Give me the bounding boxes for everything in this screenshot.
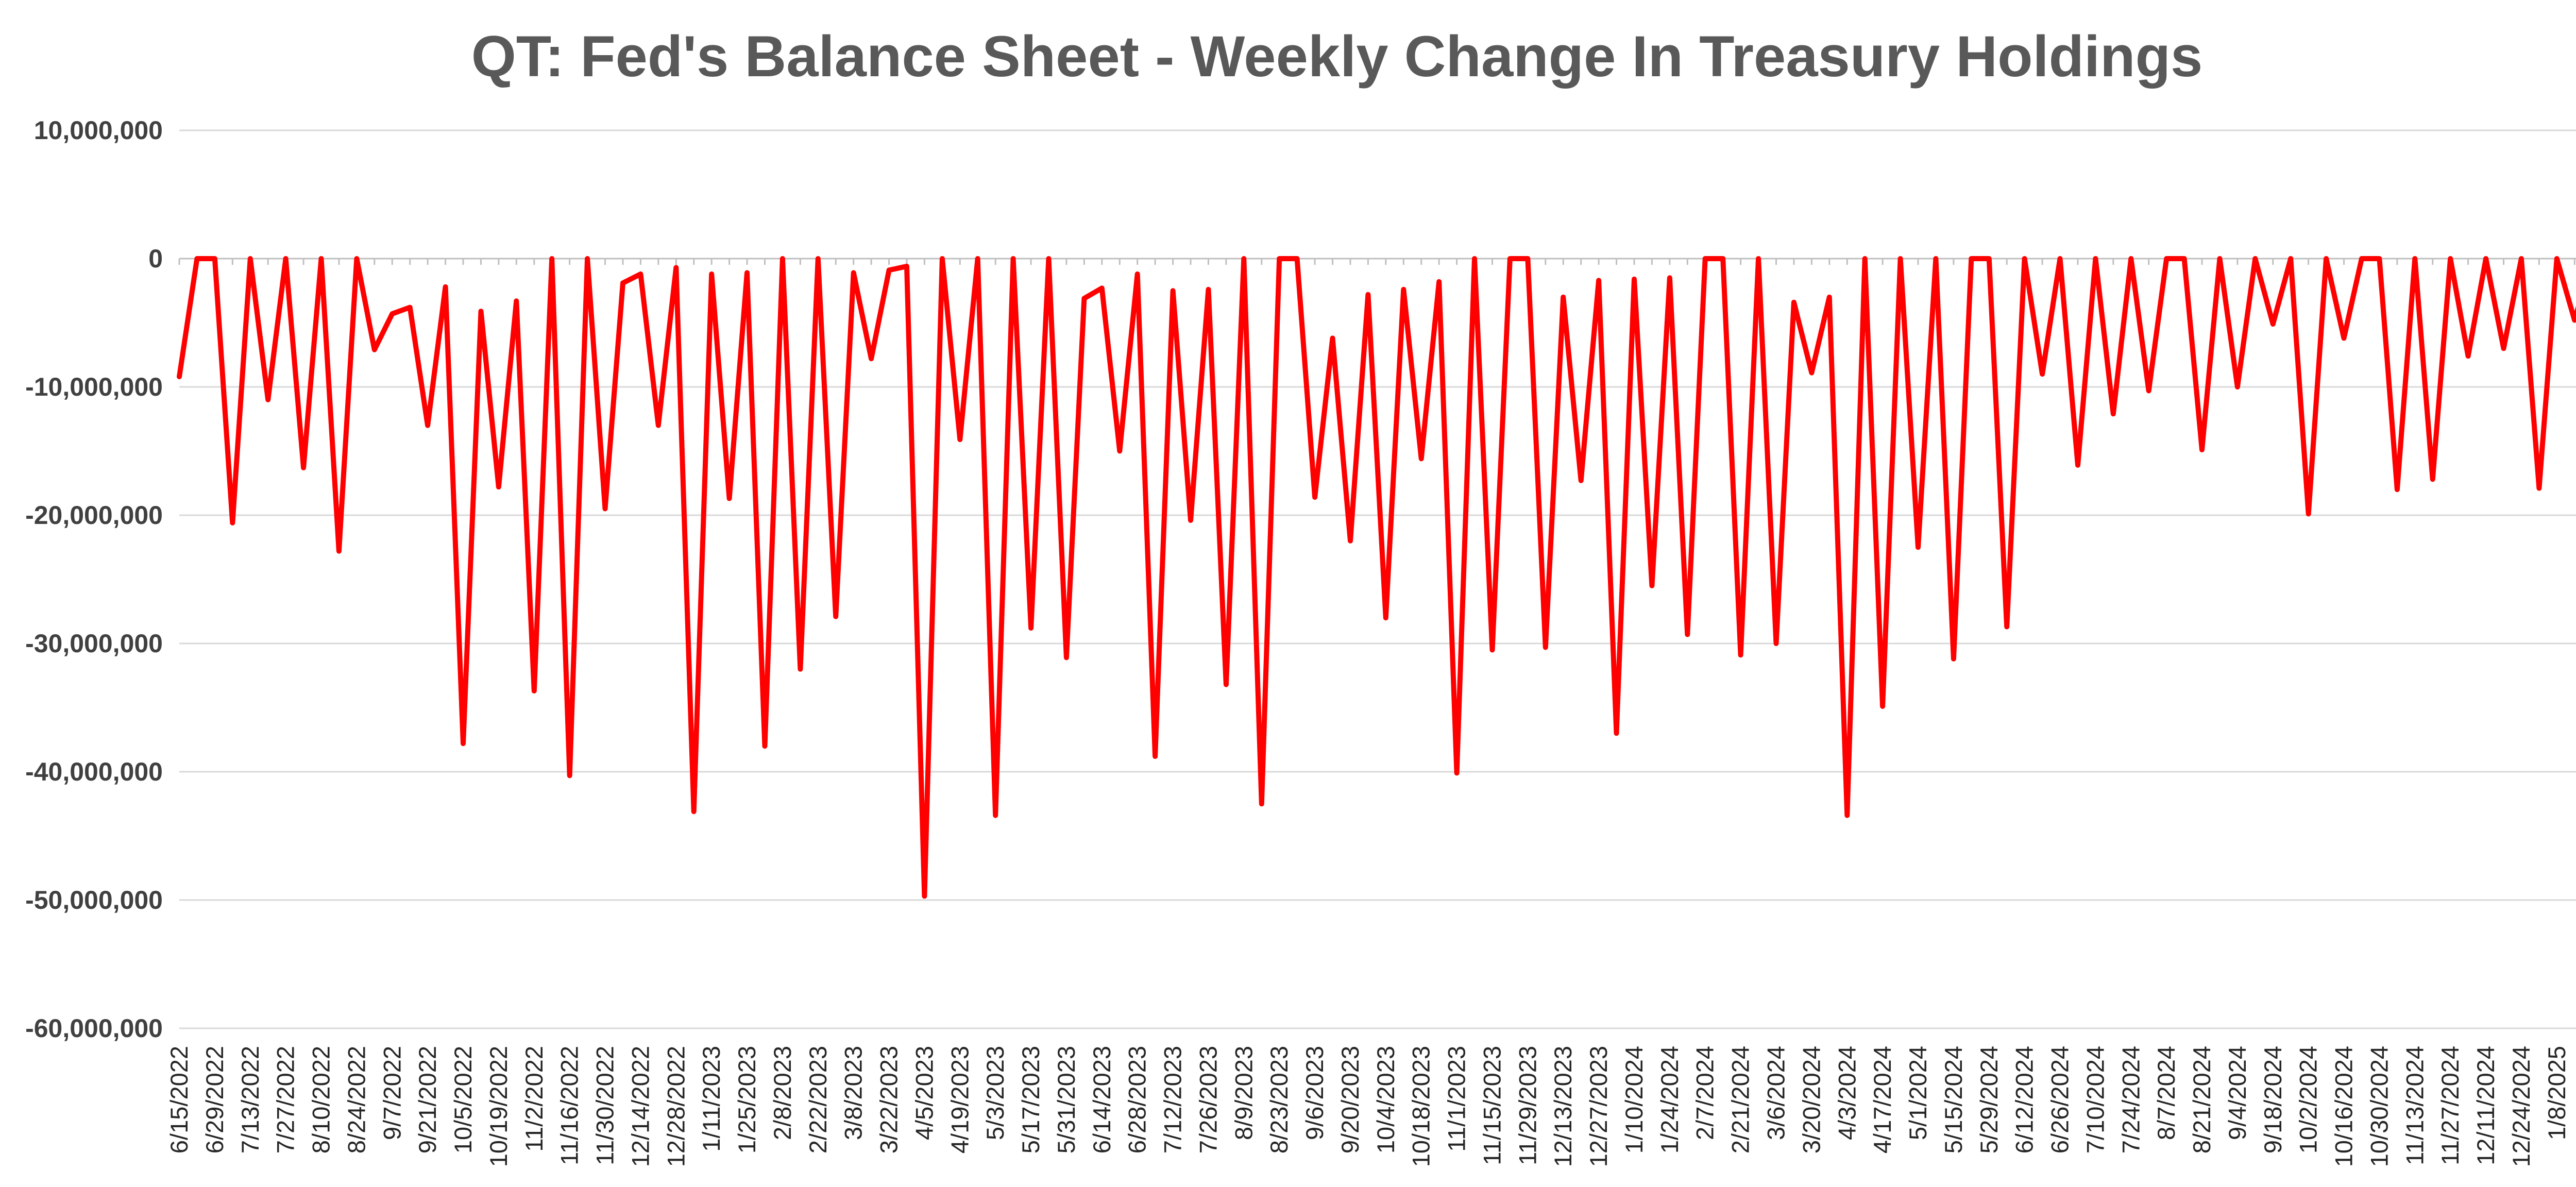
x-tick-label: 8/23/2023 bbox=[1265, 1046, 1293, 1154]
x-tick-label: 10/19/2022 bbox=[485, 1046, 512, 1167]
x-tick-label: 5/3/2023 bbox=[981, 1046, 1009, 1140]
x-tick-label: 3/20/2024 bbox=[1798, 1046, 1825, 1154]
x-tick-label: 1/8/2025 bbox=[2543, 1046, 2570, 1140]
x-tick-label: 9/21/2022 bbox=[414, 1046, 441, 1154]
y-axis-labels: 10,000,000 0 -10,000,000 -20,000,000 -30,000… bbox=[25, 116, 163, 1043]
x-tick-label: 10/18/2023 bbox=[1408, 1046, 1435, 1167]
x-tick-label: 8/21/2024 bbox=[2188, 1046, 2215, 1154]
x-tick-label: 7/27/2022 bbox=[272, 1046, 299, 1154]
x-axis-labels: 6/15/2022 6/29/2022 7/13/2022 7/27/2022 8/10… bbox=[165, 1046, 2570, 1167]
x-tick-label: 5/29/2024 bbox=[1975, 1046, 2003, 1154]
x-tick-label: 2/22/2023 bbox=[804, 1046, 832, 1154]
series-layer bbox=[177, 256, 2576, 899]
x-tick-label: 9/18/2024 bbox=[2259, 1046, 2286, 1154]
x-tick-label: 2/8/2023 bbox=[769, 1046, 796, 1140]
x-tick-label: 2/7/2024 bbox=[1691, 1046, 1719, 1140]
x-tick-label: 2/21/2024 bbox=[1727, 1046, 1754, 1154]
x-tick-label: 11/29/2023 bbox=[1514, 1046, 1541, 1165]
x-tick-label: 6/14/2023 bbox=[1088, 1046, 1115, 1154]
x-tick-label: 10/16/2024 bbox=[2330, 1046, 2358, 1167]
x-tick-label: 4/19/2023 bbox=[946, 1046, 973, 1154]
x-tick-label: 7/26/2023 bbox=[1194, 1046, 1222, 1154]
gridlines bbox=[178, 129, 2576, 1029]
x-tick-label: 6/15/2022 bbox=[165, 1046, 193, 1154]
x-tick-label: 6/29/2022 bbox=[201, 1046, 228, 1154]
x-tick-label: 11/16/2022 bbox=[556, 1046, 583, 1165]
x-tick-label: 12/13/2023 bbox=[1549, 1046, 1577, 1167]
x-tick-label: 8/24/2022 bbox=[343, 1046, 370, 1154]
x-tick-label: 3/8/2023 bbox=[840, 1046, 867, 1140]
series-line bbox=[177, 256, 2576, 899]
x-tick-label: 11/1/2023 bbox=[1443, 1046, 1470, 1152]
y-tick-label: -50,000,000 bbox=[25, 886, 163, 914]
x-tick-label: 11/27/2024 bbox=[2436, 1046, 2464, 1165]
x-tick-label: 1/11/2023 bbox=[698, 1046, 725, 1152]
x-tick-label: 11/15/2023 bbox=[1478, 1046, 1505, 1165]
x-tick-label: 6/26/2024 bbox=[2046, 1046, 2074, 1154]
x-tick-label: 1/25/2023 bbox=[733, 1046, 760, 1154]
x-tick-label: 3/22/2023 bbox=[875, 1046, 903, 1154]
x-tick-label: 1/10/2024 bbox=[1620, 1046, 1648, 1154]
x-tick-label: 5/1/2024 bbox=[1904, 1046, 1931, 1140]
chart-title: QT: Fed's Balance Sheet - Weekly Change … bbox=[471, 24, 2203, 89]
y-tick-label: -60,000,000 bbox=[25, 1014, 163, 1043]
x-tick-label: 7/12/2023 bbox=[1159, 1046, 1187, 1154]
x-tick-label: 10/4/2023 bbox=[1372, 1046, 1399, 1154]
x-tick-label: 8/10/2022 bbox=[308, 1046, 335, 1154]
x-tick-label: 9/20/2023 bbox=[1336, 1046, 1364, 1154]
x-tick-label: 5/17/2023 bbox=[1017, 1046, 1044, 1154]
x-tick-label: 1/24/2024 bbox=[1656, 1046, 1683, 1154]
x-tick-label: 12/24/2024 bbox=[2507, 1046, 2535, 1167]
x-tick-label: 12/27/2023 bbox=[1585, 1046, 1612, 1167]
x-tick-label: 5/15/2024 bbox=[1940, 1046, 1967, 1154]
x-tick-label: 4/5/2023 bbox=[910, 1046, 938, 1140]
x-tick-label: 12/14/2022 bbox=[626, 1046, 654, 1167]
x-tick-label: 10/2/2024 bbox=[2295, 1046, 2322, 1154]
x-tick-label: 9/7/2022 bbox=[378, 1046, 405, 1140]
x-tick-label: 7/10/2024 bbox=[2081, 1046, 2109, 1154]
x-tick-label: 10/30/2024 bbox=[2365, 1046, 2393, 1167]
x-tick-label: 6/12/2024 bbox=[2011, 1046, 2038, 1154]
x-tick-label: 9/6/2023 bbox=[1301, 1046, 1328, 1140]
x-tick-label: 7/13/2022 bbox=[236, 1046, 264, 1154]
x-tick-label: 11/2/2022 bbox=[520, 1046, 548, 1152]
x-tick-label: 12/11/2024 bbox=[2472, 1046, 2499, 1165]
y-tick-label: -30,000,000 bbox=[25, 629, 163, 658]
x-tick-label: 5/31/2023 bbox=[1053, 1046, 1080, 1154]
x-tick-label: 8/9/2023 bbox=[1230, 1046, 1257, 1140]
x-tick-label: 9/4/2024 bbox=[2224, 1046, 2251, 1140]
x-tick-label: 12/28/2022 bbox=[662, 1046, 689, 1167]
x-tick-label: 8/7/2024 bbox=[2153, 1046, 2180, 1140]
x-tick-label: 7/24/2024 bbox=[2117, 1046, 2144, 1154]
x-tick-label: 11/13/2024 bbox=[2401, 1046, 2428, 1165]
y-tick-label: -40,000,000 bbox=[25, 757, 163, 786]
x-tick-label: 4/3/2024 bbox=[1833, 1046, 1860, 1140]
y-tick-label: 0 bbox=[148, 244, 163, 273]
y-tick-label: -20,000,000 bbox=[25, 501, 163, 530]
x-tick-label: 11/30/2022 bbox=[591, 1046, 619, 1165]
x-tick-label: 3/6/2024 bbox=[1762, 1046, 1789, 1140]
y-tick-label: 10,000,000 bbox=[34, 116, 163, 145]
x-tick-label: 10/5/2022 bbox=[449, 1046, 477, 1154]
x-tick-label: 6/28/2023 bbox=[1124, 1046, 1151, 1154]
y-tick-label: -10,000,000 bbox=[25, 372, 163, 401]
x-tick-label: 4/17/2024 bbox=[1869, 1046, 1896, 1154]
